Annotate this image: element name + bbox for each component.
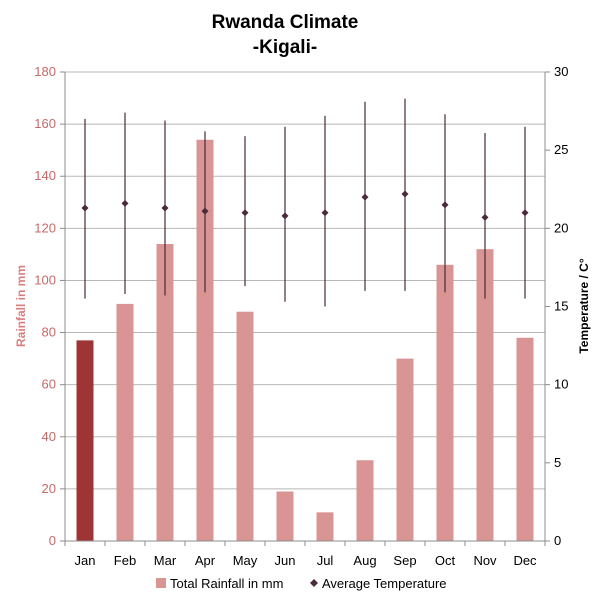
temperature-point-jun	[281, 212, 289, 220]
axes	[60, 71, 550, 546]
temperature-point-sep	[401, 190, 409, 198]
rainfall-bar-feb	[116, 303, 134, 541]
left-tick-label: 120	[34, 220, 56, 235]
temperature-point-may	[241, 209, 249, 217]
temperature-point-feb	[121, 199, 129, 207]
temperature-point-jul	[321, 209, 329, 217]
legend-rainfall-swatch	[156, 578, 166, 588]
right-tick-label: 0	[554, 533, 561, 548]
right-tick-label: 30	[554, 64, 568, 79]
rainfall-bar-oct	[436, 264, 454, 541]
legend-temperature-label: Average Temperature	[322, 576, 447, 591]
right-axis-label: Temperature / C°	[577, 258, 591, 353]
right-tick-label: 10	[554, 377, 568, 392]
left-tick-label: 100	[34, 272, 56, 287]
x-tick-label-may: May	[233, 553, 258, 568]
temperature-point-oct	[441, 201, 449, 209]
x-tick-label-jun: Jun	[275, 553, 296, 568]
left-tick-label: 80	[42, 325, 56, 340]
right-tick-label: 5	[554, 455, 561, 470]
left-axis-ticks: 0 20 40 60 80 100 120 140 160 180	[34, 64, 56, 548]
left-tick-label: 160	[34, 116, 56, 131]
temperature-point-mar	[161, 204, 169, 212]
rainfall-bar-jun	[276, 491, 294, 541]
x-tick-label-dec: Dec	[513, 553, 537, 568]
x-tick-label-jul: Jul	[317, 553, 334, 568]
legend-temperature-marker	[310, 579, 318, 587]
rainfall-bars	[76, 139, 534, 541]
left-tick-label: 140	[34, 168, 56, 183]
left-tick-label: 180	[34, 64, 56, 79]
temperature-point-apr	[201, 207, 209, 215]
grid-lines	[65, 71, 545, 490]
rainfall-bar-may	[236, 311, 254, 541]
rainfall-bar-jan	[76, 340, 94, 541]
left-tick-label: 20	[42, 481, 56, 496]
rainfall-bar-nov	[476, 249, 494, 541]
x-tick-label-apr: Apr	[195, 553, 216, 568]
rainfall-bar-mar	[156, 243, 174, 541]
rainfall-bar-apr	[196, 139, 214, 541]
temperature-point-aug	[361, 193, 369, 201]
temperature-series	[81, 98, 529, 307]
x-tick-label-oct: Oct	[435, 553, 456, 568]
x-tick-label-aug: Aug	[353, 553, 376, 568]
x-tick-label-nov: Nov	[473, 553, 497, 568]
left-axis-label: Rainfall in mm	[14, 265, 28, 347]
rainfall-bar-aug	[356, 460, 374, 541]
temperature-point-nov	[481, 213, 489, 221]
right-tick-label: 20	[554, 220, 568, 235]
rainfall-bar-sep	[396, 358, 414, 541]
left-tick-label: 40	[42, 429, 56, 444]
x-tick-label-sep: Sep	[393, 553, 416, 568]
right-axis-ticks: 0 5 10 15 20 25 30	[554, 64, 568, 548]
rainfall-bar-dec	[516, 337, 534, 541]
legend: Total Rainfall in mm Average Temperature	[156, 576, 447, 591]
x-tick-label-feb: Feb	[114, 553, 136, 568]
chart-subtitle: -Kigali-	[253, 37, 317, 58]
x-tick-label-jan: Jan	[75, 553, 96, 568]
temperature-point-jan	[81, 204, 89, 212]
temperature-point-dec	[521, 209, 529, 217]
x-axis-ticks: Jan Feb Mar Apr May Jun Jul Aug Sep Oct Nov Dec	[75, 553, 538, 568]
right-tick-label: 15	[554, 299, 568, 314]
legend-rainfall-label: Total Rainfall in mm	[170, 576, 283, 591]
rainfall-bar-jul	[316, 512, 334, 541]
x-tick-label-mar: Mar	[154, 553, 177, 568]
left-tick-label: 60	[42, 377, 56, 392]
chart-title: Rwanda Climate	[212, 12, 359, 33]
left-tick-label: 0	[49, 533, 56, 548]
right-tick-label: 25	[554, 142, 568, 157]
